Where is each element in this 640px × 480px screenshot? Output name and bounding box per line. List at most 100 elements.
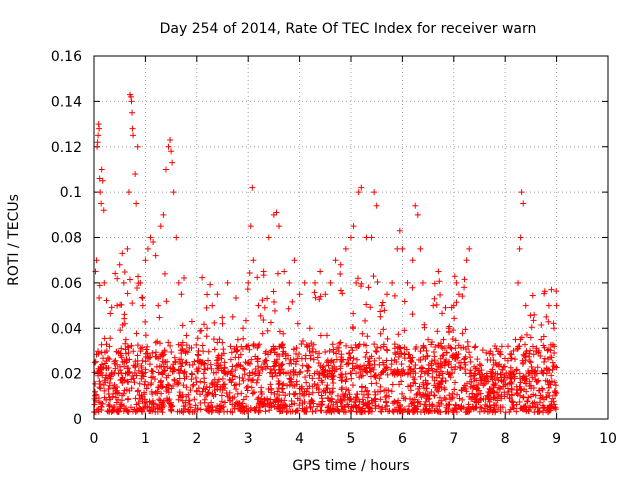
data-point-baseline bbox=[531, 311, 538, 318]
data-point-baseline bbox=[347, 396, 354, 403]
data-point-baseline bbox=[97, 385, 104, 392]
data-point-baseline bbox=[433, 368, 440, 375]
data-point-baseline bbox=[473, 404, 480, 411]
data-point-baseline bbox=[431, 280, 438, 287]
data-point-baseline bbox=[303, 379, 310, 386]
data-point-baseline bbox=[143, 346, 150, 353]
data-point bbox=[440, 336, 447, 343]
data-point-baseline bbox=[262, 350, 269, 357]
data-point-baseline bbox=[152, 339, 159, 346]
data-point-baseline bbox=[142, 369, 149, 376]
data-point-baseline bbox=[153, 353, 160, 360]
data-point-baseline bbox=[487, 404, 494, 411]
data-point-baseline bbox=[501, 363, 508, 370]
data-point-baseline bbox=[405, 408, 412, 415]
data-point-baseline bbox=[122, 405, 129, 412]
data-point-baseline bbox=[191, 408, 198, 415]
data-point-baseline bbox=[534, 401, 541, 408]
data-point-baseline bbox=[446, 328, 453, 335]
data-point-baseline bbox=[302, 374, 309, 381]
data-point bbox=[394, 245, 401, 252]
data-point-baseline bbox=[367, 304, 374, 311]
data-point-baseline bbox=[126, 387, 133, 394]
data-point-baseline bbox=[201, 321, 208, 328]
data-point-baseline bbox=[429, 402, 436, 409]
data-point-baseline bbox=[296, 402, 303, 409]
data-point-baseline bbox=[309, 375, 316, 382]
data-point-baseline bbox=[510, 347, 517, 354]
data-point-baseline bbox=[284, 382, 291, 389]
data-point-baseline bbox=[183, 373, 190, 380]
data-point-baseline bbox=[236, 406, 243, 413]
data-point-baseline bbox=[257, 312, 264, 319]
data-point-baseline bbox=[189, 371, 196, 378]
data-point-baseline bbox=[117, 301, 124, 308]
data-point-baseline bbox=[401, 406, 408, 413]
data-point-baseline bbox=[473, 395, 480, 402]
data-point-baseline bbox=[323, 385, 330, 392]
data-point-baseline bbox=[401, 351, 408, 358]
data-point-baseline bbox=[161, 270, 168, 277]
data-point-baseline bbox=[98, 399, 105, 406]
data-point-baseline bbox=[551, 350, 558, 357]
data-point-baseline bbox=[468, 370, 475, 377]
data-point-baseline bbox=[451, 273, 458, 280]
data-point-baseline bbox=[397, 345, 404, 352]
data-point-baseline bbox=[442, 396, 449, 403]
data-point bbox=[173, 234, 180, 241]
data-point-baseline bbox=[322, 348, 329, 355]
data-point-baseline bbox=[312, 348, 319, 355]
data-point bbox=[133, 200, 140, 207]
data-point-baseline bbox=[307, 404, 314, 411]
data-point-baseline bbox=[324, 332, 331, 339]
data-point-baseline bbox=[509, 398, 516, 405]
data-point-baseline bbox=[338, 358, 345, 365]
data-point-baseline bbox=[256, 370, 263, 377]
data-point-baseline bbox=[552, 389, 559, 396]
data-point-baseline bbox=[525, 394, 532, 401]
data-point-baseline bbox=[401, 298, 408, 305]
data-point-baseline bbox=[456, 395, 463, 402]
data-point-baseline bbox=[370, 273, 377, 280]
data-point-baseline bbox=[254, 274, 261, 281]
data-point-baseline bbox=[522, 402, 529, 409]
data-point-baseline bbox=[101, 335, 108, 342]
data-point-baseline bbox=[549, 395, 556, 402]
data-point-baseline bbox=[187, 404, 194, 411]
data-point-baseline bbox=[180, 382, 187, 389]
data-point-baseline bbox=[343, 342, 350, 349]
data-point-baseline bbox=[124, 396, 131, 403]
data-point-baseline bbox=[144, 343, 151, 350]
x-tick-label: 6 bbox=[398, 431, 407, 447]
data-point-baseline bbox=[501, 393, 508, 400]
data-point-baseline bbox=[435, 342, 442, 349]
data-point-baseline bbox=[180, 370, 187, 377]
data-point-baseline bbox=[428, 339, 435, 346]
data-point bbox=[435, 268, 442, 275]
data-point-baseline bbox=[379, 299, 386, 306]
data-point-baseline bbox=[142, 378, 149, 385]
data-point-baseline bbox=[276, 380, 283, 387]
data-point-baseline bbox=[462, 326, 469, 333]
data-point-baseline bbox=[159, 401, 166, 408]
data-point-baseline bbox=[132, 364, 139, 371]
data-point-baseline bbox=[416, 383, 423, 390]
data-point-baseline bbox=[364, 333, 371, 340]
data-point-baseline bbox=[329, 376, 336, 383]
data-point-baseline bbox=[477, 362, 484, 369]
data-point-baseline bbox=[146, 398, 153, 405]
data-point-baseline bbox=[241, 371, 248, 378]
data-point-baseline bbox=[453, 409, 460, 416]
data-point-baseline bbox=[165, 389, 172, 396]
data-point-baseline bbox=[527, 347, 534, 354]
data-point-baseline bbox=[428, 358, 435, 365]
data-point-baseline bbox=[205, 403, 212, 410]
data-point-baseline bbox=[134, 407, 141, 414]
data-point-baseline bbox=[551, 363, 558, 370]
data-point bbox=[214, 291, 221, 298]
x-tick-label: 2 bbox=[192, 431, 201, 447]
data-point bbox=[178, 291, 185, 298]
data-point-baseline bbox=[414, 408, 421, 415]
data-point-baseline bbox=[395, 370, 402, 377]
data-point-baseline bbox=[420, 407, 427, 414]
